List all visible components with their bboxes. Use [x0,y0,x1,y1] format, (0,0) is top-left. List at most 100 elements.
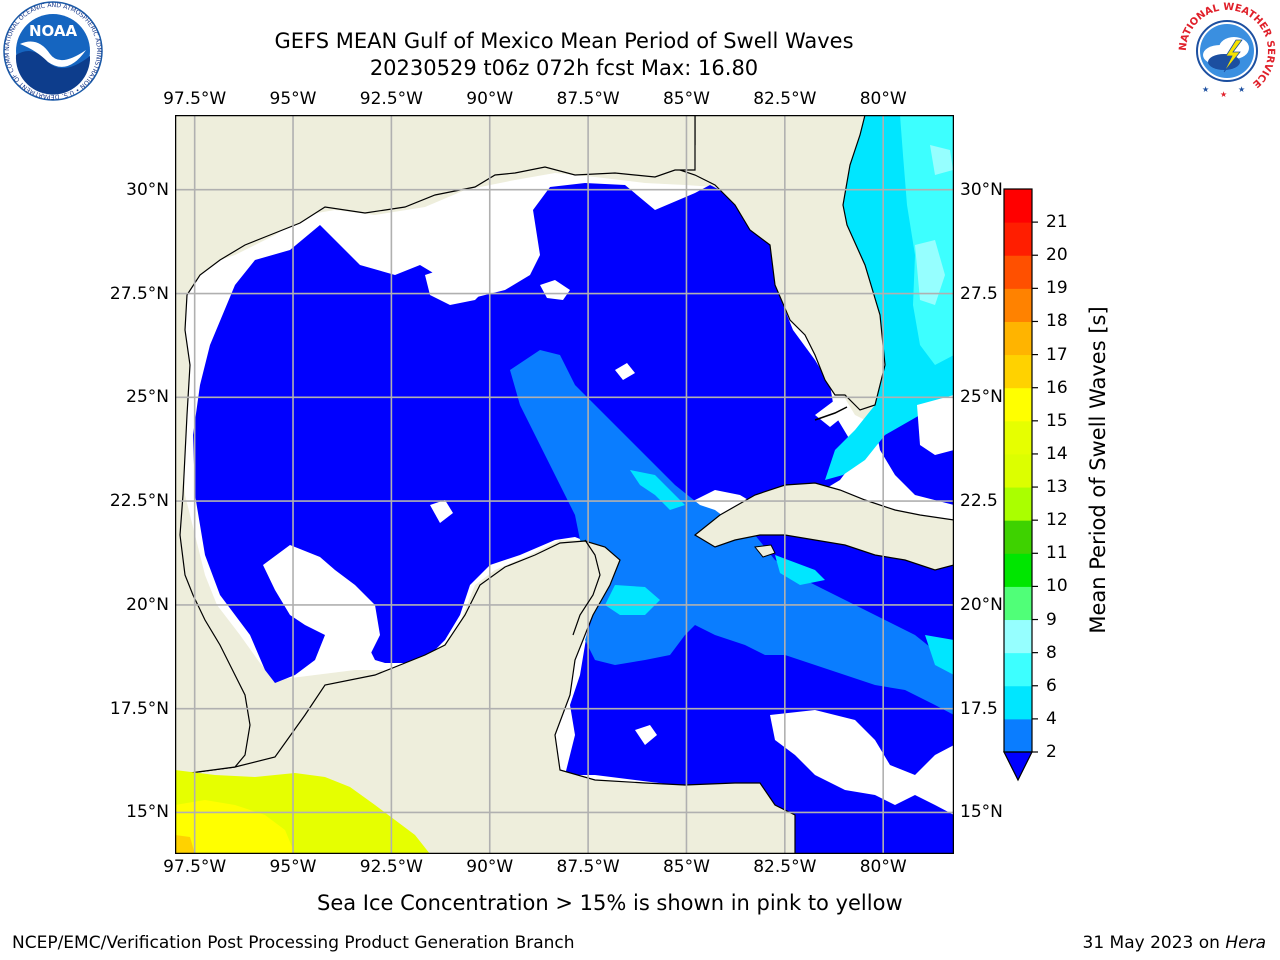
lat-label-right: 30°N [960,179,1003,200]
colorbar-extension [1003,751,1033,782]
lon-label-top: 87.5°W [556,89,620,109]
colorbar-segment [1004,453,1032,488]
colorbar-segment [1004,321,1032,356]
cuba-island [693,482,954,571]
swell-2-4s-gulf [193,183,855,683]
colorbar-tick-label: 18 [1046,311,1068,332]
no-data-patch [425,265,485,305]
mexico-gulf-coast [175,115,696,854]
chart-title: GEFS MEAN Gulf of Mexico Mean Period of … [274,29,854,53]
lon-label-bottom: 95°W [269,857,317,877]
lat-label-right: 22.5 [960,491,998,512]
graticule [175,115,954,854]
lon-label-bottom: 85°W [662,857,710,877]
no-data-patch [430,500,453,523]
swell-6-8s-pocket [630,470,685,510]
colorbar-segment [1004,487,1032,521]
colorbar-tick-label: 11 [1046,543,1068,564]
lon-label-top: 97.5°W [163,89,227,109]
no-data-patch [540,280,570,300]
no-data-patch [615,363,635,380]
swell-6-8s-pocket [605,585,660,615]
florida-keys [814,406,848,421]
lat-label-right: 25°N [960,387,1003,408]
noaa-label: NOAA [29,22,78,40]
swell-8-9s-atlantic [900,115,954,365]
no-data-patch [635,725,657,745]
colorbar-segment [1004,222,1032,256]
colorbar-frame [1003,188,1033,753]
colorbar-tick-label: 2 [1046,742,1057,762]
sea-ice-pacific-edge [175,835,195,854]
lat-label-right: 27.5 [960,283,998,304]
lon-label-bottom: 87.5°W [556,857,620,877]
lon-label-top: 95°W [269,89,317,109]
colorbar-segment [1004,354,1032,389]
colorbar [1003,188,1038,782]
lon-label-bottom: 82.5°W [753,857,817,877]
lon-label-top: 92.5°W [359,89,423,109]
swell-9-10s-atlantic [930,145,953,175]
lat-label-left: 20°N [126,594,169,615]
sea-ice-pacific-inner [175,800,295,854]
lat-label-left: 17.5°N [109,698,169,719]
colorbar-tick-label: 20 [1046,245,1068,266]
lon-label-bottom: 90°W [466,857,514,877]
lon-label-bottom: 97.5°W [163,857,227,877]
yucatan-coastline [572,539,601,636]
map-frame [175,115,954,854]
florida-peninsula [679,115,886,411]
colorbar-tick-label: 4 [1046,708,1057,729]
lon-label-top: 82.5°W [753,89,817,109]
colorbar-segment [1004,420,1032,455]
colorbar-tick-label: 13 [1046,477,1068,498]
colorbar-segment [1004,553,1032,587]
swell-6-8s-pocket [925,635,954,675]
colorbar-tick-label: 14 [1046,443,1068,464]
colorbar-segment [1004,652,1032,687]
footer-machine: Hera [1225,933,1266,953]
colorbar-tick-label: 19 [1046,278,1068,299]
lat-label-left: 25°N [126,387,169,408]
no-data-patch [917,395,954,455]
colorbar-segment [1004,619,1032,654]
svg-text:★: ★ [1220,90,1227,99]
colorbar-tick-label: 16 [1046,377,1068,398]
lat-label-left: 30°N [126,179,169,200]
lat-label-right: 15°N [960,802,1003,823]
colorbar-tick-label: 6 [1046,675,1057,696]
colorbar-tick-label: 15 [1046,410,1068,431]
colorbar-tick-label: 21 [1046,212,1068,233]
colorbar-tick-label: 12 [1046,510,1068,531]
colorbar-tick-label: 10 [1046,576,1068,597]
footer-credit: NCEP/EMC/Verification Post Processing Pr… [12,933,575,953]
colorbar-segment [1004,255,1032,289]
swell-6-8s-pocket [775,555,825,585]
lat-label-right: 17.5 [960,698,998,719]
lat-label-left: 27.5°N [109,283,169,304]
colorbar-tick-label: 8 [1046,642,1057,663]
nws-logo: NATIONAL WEATHER SERVICE ★ ★ ★ [1178,2,1276,100]
isle-of-youth [754,544,776,558]
chart-subtitle: 20230529 t06z 072h fcst Max: 16.80 [369,56,759,80]
colorbar-label: Mean Period of Swell Waves [s] [1086,306,1110,634]
no-data-patch [770,710,954,815]
lat-label-left: 15°N [126,802,169,823]
noaa-logo: NATIONAL OCEANIC AND ATMOSPHERIC ADMINIS… [2,0,103,101]
colorbar-segment [1004,288,1032,322]
colorbar-segment [1004,685,1032,720]
footer-date-text: 31 May 2023 on [1082,933,1226,953]
svg-text:★: ★ [1238,85,1245,94]
no-data-patch [815,400,845,427]
colorbar-tick-label: 9 [1046,609,1057,630]
colorbar-segment [1004,520,1032,554]
svg-text:★: ★ [1202,85,1209,94]
footer-date: 31 May 2023 on Hera [1083,933,1267,953]
colorbar-segment [1004,189,1032,223]
colorbar-tick-label: 17 [1046,344,1068,365]
colorbar-segment [1004,387,1032,422]
lon-label-top: 90°W [466,89,514,109]
lon-label-top: 80°W [859,89,907,109]
lon-label-top: 85°W [662,89,710,109]
lat-label-right: 20°N [960,594,1003,615]
